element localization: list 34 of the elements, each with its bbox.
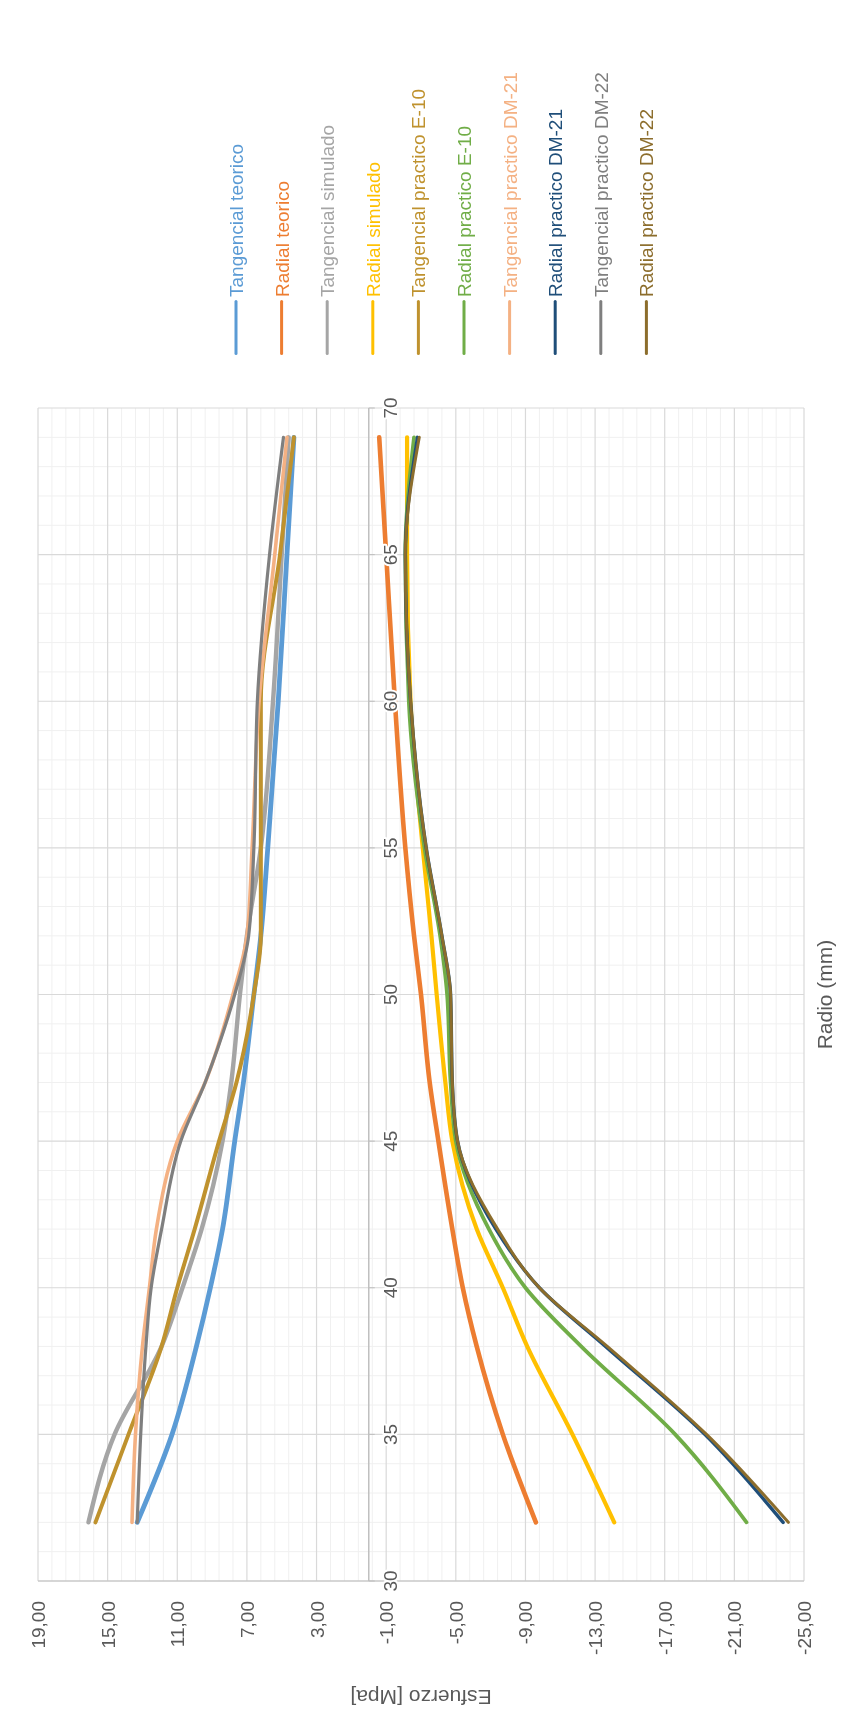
line-series (376, 435, 539, 1525)
x-tick-label: 7,00 (236, 1601, 258, 1638)
y-tick-label: 30 (379, 1570, 401, 1592)
y-axis-title: Radio (mm) (813, 939, 836, 1050)
y-tick-label: 70 (379, 397, 401, 419)
y-tick-label: 40 (379, 1277, 401, 1299)
x-tick-label: 11,00 (167, 1601, 189, 1648)
x-tick-label: 19,00 (28, 1601, 49, 1649)
x-tick-label: -13,00 (585, 1601, 607, 1655)
y-tick-label: 50 (379, 983, 401, 1006)
x-tick-label: 15,00 (97, 1601, 119, 1649)
text: Tangencial teorico (226, 143, 247, 297)
text: Tangencial practico DM-21 (499, 72, 521, 297)
y-tick-label: 45 (379, 1130, 401, 1152)
y-tick-label: 35 (379, 1423, 401, 1445)
text: Radial simulado (362, 161, 384, 297)
x-tick-label: 3,00 (306, 1601, 328, 1638)
x-tick-label: -1,00 (376, 1601, 398, 1645)
text: Tangencial simulado (317, 124, 339, 297)
text: Radial teorico (271, 180, 293, 297)
text: Radial practico E-10 (454, 125, 475, 297)
x-tick-label: -21,00 (724, 1601, 746, 1655)
x-axis-title: Esfuerzo [Mpa] (350, 1686, 492, 1709)
text: Tangencial practico E-10 (408, 88, 430, 297)
y-tick-label: 65 (379, 544, 401, 566)
x-tick-label: -9,00 (515, 1601, 537, 1645)
y-tick-label: 60 (379, 690, 401, 712)
text: Radial practico DM-22 (636, 109, 658, 297)
text: Tangencial practico DM-22 (590, 72, 612, 297)
x-tick-label: -5,00 (445, 1601, 467, 1645)
x-tick-label: -17,00 (654, 1601, 676, 1655)
y-tick-label: 55 (379, 837, 401, 859)
x-tick-label: -25,00 (794, 1601, 815, 1655)
text: Radial practico DM-21 (545, 109, 567, 297)
